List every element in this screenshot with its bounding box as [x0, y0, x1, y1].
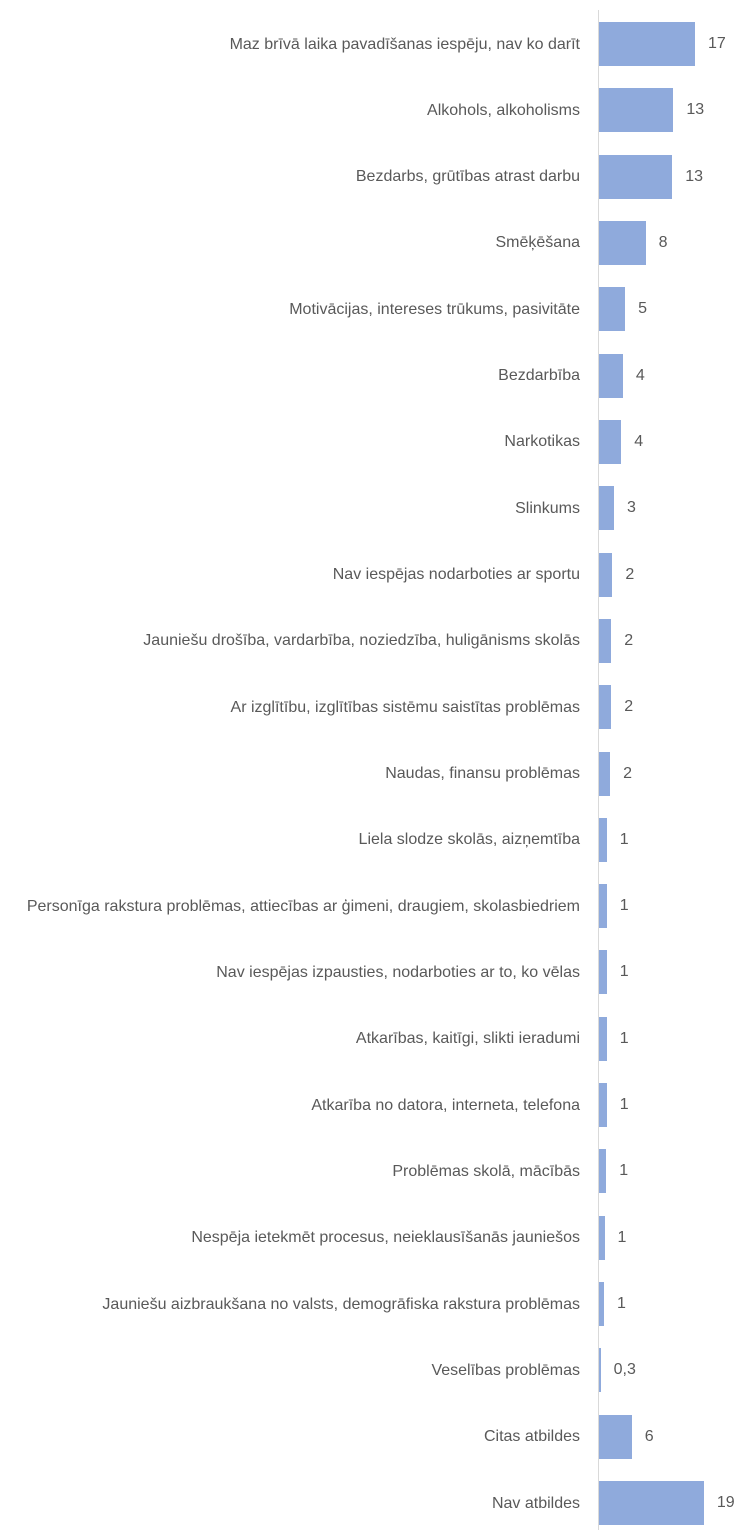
category-label: Nav atbildes — [0, 1473, 580, 1530]
value-label: 1 — [619, 1029, 629, 1047]
category-label: Motivācijas, intereses trūkums, pasivitā… — [0, 279, 580, 339]
value-label: 2 — [625, 565, 635, 583]
bar — [599, 1083, 607, 1128]
value-label: 1 — [619, 1096, 629, 1114]
bar — [599, 1348, 601, 1393]
category-text: Bezdarbība — [498, 367, 580, 385]
category-text: Nav iespējas izpausties, nodarboties ar … — [216, 963, 580, 981]
value-label: 6 — [644, 1427, 654, 1445]
value-label: 13 — [686, 101, 705, 119]
value-label: 1 — [619, 830, 629, 848]
category-text: Problēmas skolā, mācībās — [392, 1162, 580, 1180]
category-label: Liela slodze skolās, aizņemtība — [0, 810, 580, 870]
category-text: Atkarības, kaitīgi, slikti ieradumi — [355, 1030, 580, 1048]
value-label: 1 — [619, 1162, 629, 1180]
bar — [599, 1414, 632, 1459]
category-text: Jauniešu aizbraukšana no valsts, demogrā… — [102, 1295, 580, 1313]
category-text: Veselības problēmas — [431, 1361, 580, 1379]
bar — [599, 1215, 605, 1260]
category-label: Naudas, finansu problēmas — [0, 744, 580, 804]
bar — [599, 1149, 607, 1194]
bar — [599, 950, 607, 995]
category-text: Motivācijas, intereses trūkums, pasivitā… — [289, 300, 580, 318]
category-text: Ar izglītību, izglītības sistēmu saistīt… — [230, 698, 580, 716]
category-label: Atkarības, kaitīgi, slikti ieradumi — [0, 1009, 580, 1069]
value-label: 19 — [716, 1494, 735, 1512]
category-text: Nav iespējas nodarboties ar sportu — [332, 566, 580, 584]
category-label: Bezdarbs, grūtības atrast darbu — [0, 147, 580, 207]
category-text: Citas atbildes — [483, 1428, 580, 1446]
category-text: Atkarība no datora, interneta, telefona — [311, 1096, 580, 1114]
category-label: Slinkums — [0, 478, 580, 538]
value-label: 8 — [658, 233, 668, 251]
value-label: 1 — [617, 1228, 627, 1246]
value-label: 4 — [634, 432, 644, 450]
value-label: 3 — [626, 499, 636, 517]
value-label: 1 — [619, 897, 629, 915]
bar — [599, 287, 626, 332]
category-label: Citas atbildes — [0, 1407, 580, 1467]
category-label: Atkarība no datora, interneta, telefona — [0, 1075, 580, 1135]
category-label: Bezdarbība — [0, 346, 580, 406]
category-label: Personīga rakstura problēmas, attiecības… — [0, 876, 580, 936]
bar — [599, 22, 695, 66]
category-text: Smēķēšana — [495, 234, 581, 252]
value-label: 2 — [624, 698, 634, 716]
category-label: Ar izglītību, izglītības sistēmu saistīt… — [0, 677, 580, 737]
category-text: Personīga rakstura problēmas, attiecības… — [26, 897, 580, 915]
value-label: 0,3 — [613, 1361, 636, 1379]
category-text: Liela slodze skolās, aizņemtība — [358, 831, 580, 849]
category-label: Jauniešu drošība, vardarbība, noziedzība… — [0, 611, 580, 671]
value-label: 4 — [635, 366, 645, 384]
bar — [599, 751, 611, 796]
category-text: Nav atbildes — [491, 1494, 580, 1512]
value-label: 5 — [638, 300, 647, 318]
category-label: Alkohols, alkoholisms — [0, 80, 580, 140]
bar — [599, 1282, 604, 1327]
category-label: Smēķēšana — [0, 213, 581, 273]
axis-line — [598, 10, 599, 1530]
value-label: 2 — [623, 764, 632, 782]
value-label: 2 — [624, 631, 634, 649]
bar — [599, 486, 614, 531]
category-text: Jauniešu drošība, vardarbība, noziedzība… — [143, 632, 580, 650]
category-text: Naudas, finansu problēmas — [385, 765, 580, 783]
bar — [599, 817, 607, 862]
category-text: Maz brīvā laika pavadīšanas iespēju, nav… — [229, 35, 580, 53]
category-text: Bezdarbs, grūtības atrast darbu — [355, 168, 580, 186]
category-text: Nespēja ietekmēt procesus, neieklausīšan… — [191, 1229, 580, 1247]
value-label: 13 — [685, 167, 704, 185]
bar — [599, 220, 646, 265]
bar — [599, 419, 622, 464]
category-label: Jauniešu aizbraukšana no valsts, demogrā… — [0, 1274, 580, 1334]
category-text: Alkohols, alkoholisms — [427, 101, 580, 119]
bar — [599, 552, 613, 597]
bar — [599, 1481, 704, 1526]
bar — [599, 685, 612, 730]
category-text: Narkotikas — [504, 433, 580, 451]
value-label: 1 — [619, 963, 629, 981]
bar — [599, 884, 607, 929]
bar — [599, 154, 673, 199]
category-label: Maz brīvā laika pavadīšanas iespēju, nav… — [0, 14, 580, 74]
category-label: Narkotikas — [0, 412, 580, 472]
bar — [599, 353, 623, 398]
category-label: Problēmas skolā, mācībās — [0, 1141, 580, 1201]
category-label: Nav iespējas izpausties, nodarboties ar … — [0, 942, 580, 1002]
value-label: 1 — [616, 1295, 626, 1313]
bar — [599, 618, 612, 663]
category-text: Slinkums — [515, 499, 580, 517]
category-label: Nav iespējas nodarboties ar sportu — [0, 545, 580, 605]
bar — [599, 1016, 607, 1061]
category-label: Nespēja ietekmēt procesus, neieklausīšan… — [0, 1208, 580, 1268]
bar — [599, 88, 674, 133]
value-label: 17 — [708, 35, 726, 52]
category-label: Veselības problēmas — [0, 1340, 580, 1400]
